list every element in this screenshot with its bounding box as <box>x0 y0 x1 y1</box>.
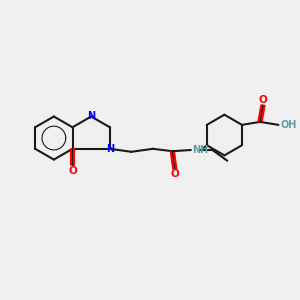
Text: O: O <box>68 166 77 176</box>
Text: N: N <box>106 144 114 154</box>
Text: N: N <box>87 112 95 122</box>
Text: OH: OH <box>280 120 296 130</box>
Text: O: O <box>259 95 267 105</box>
Text: O: O <box>170 169 179 178</box>
Text: NH: NH <box>192 145 208 155</box>
